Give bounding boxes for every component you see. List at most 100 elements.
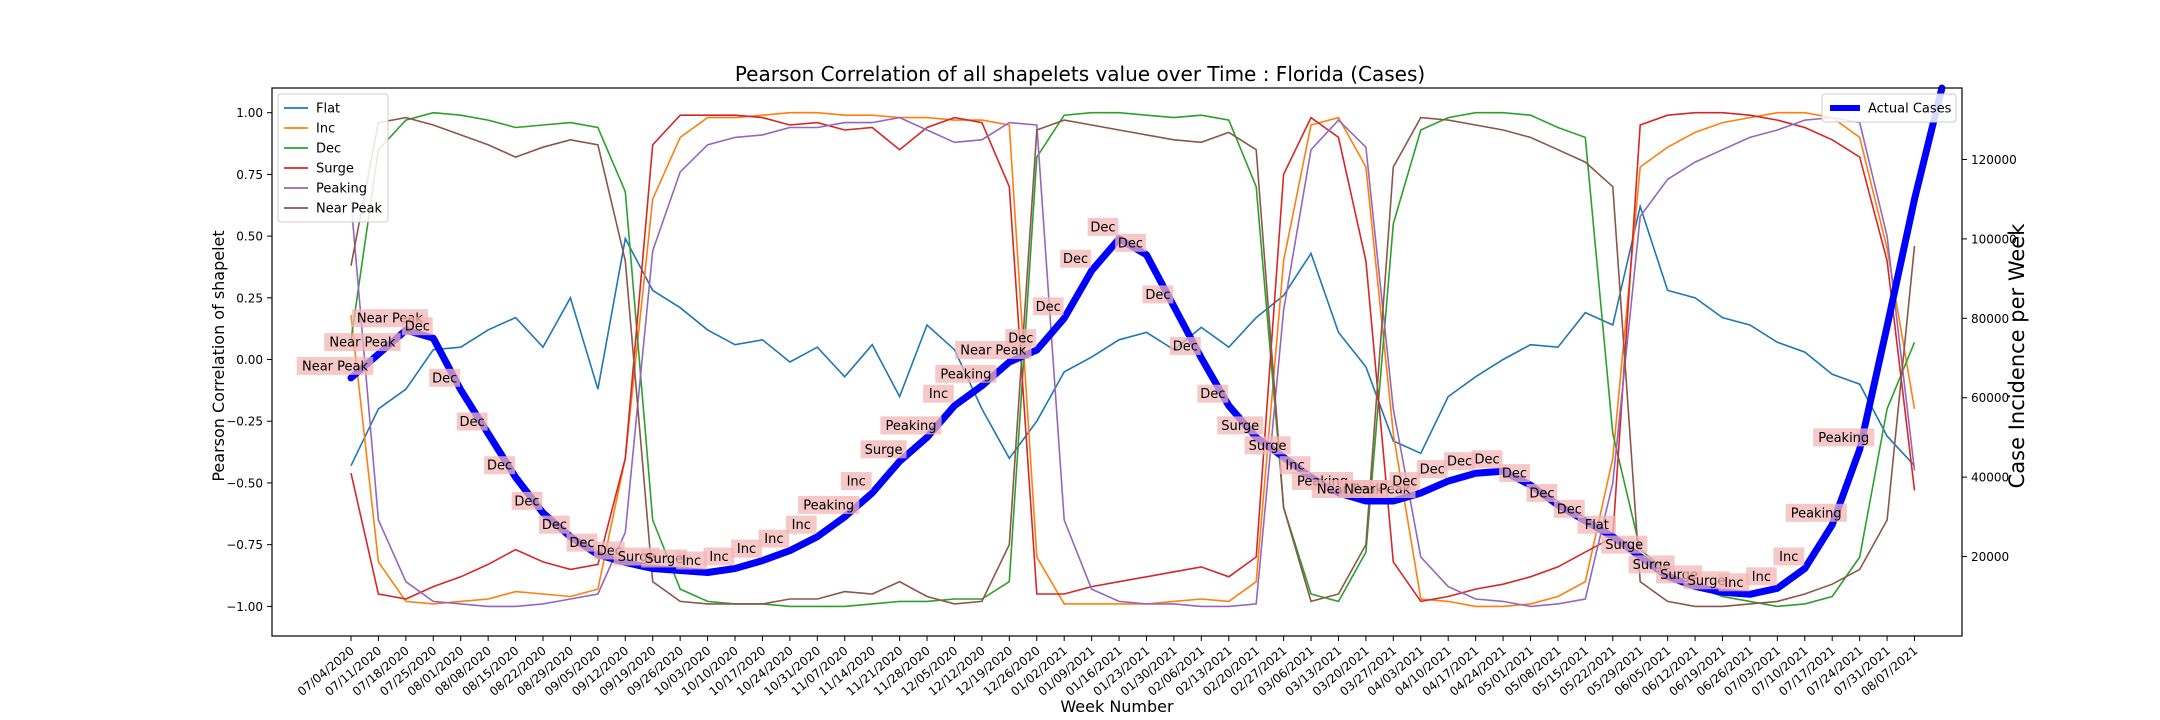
annotation-label: Dec bbox=[1475, 453, 1500, 468]
y-tick-label: −0.50 bbox=[226, 476, 263, 490]
annotation-box bbox=[1032, 297, 1064, 316]
annotation-box bbox=[1005, 329, 1037, 348]
annotation-label: Surge bbox=[1605, 538, 1643, 553]
annotation-box bbox=[1526, 484, 1558, 502]
y2-tick-label: 20000 bbox=[1971, 550, 2009, 564]
annotation-label: Dec bbox=[1447, 455, 1472, 470]
y-tick-label: 0.25 bbox=[236, 291, 263, 305]
annotation-box bbox=[1060, 249, 1091, 268]
annotation-label: Surge bbox=[865, 443, 903, 458]
annotation-label: Dec bbox=[1557, 502, 1582, 517]
y-axis-label: Pearson Correlation of shapelet bbox=[209, 230, 228, 481]
annotation-box bbox=[1197, 384, 1229, 403]
annotation-box bbox=[1553, 499, 1585, 518]
annotation-box bbox=[1444, 452, 1475, 471]
annotation-label: Dec bbox=[405, 320, 430, 335]
annotation-box bbox=[324, 333, 401, 352]
annotation-label: Peaking bbox=[940, 367, 991, 382]
annotation-box bbox=[539, 515, 570, 534]
annotation-label: Peaking bbox=[803, 498, 854, 513]
annotation-label: Surge bbox=[1688, 574, 1726, 589]
annotation-box bbox=[676, 551, 707, 570]
annotation-box bbox=[1115, 233, 1146, 252]
legend-label-flat: Flat bbox=[316, 102, 340, 117]
annotation-label: Inc bbox=[929, 387, 948, 402]
legend-label-peaking: Peaking bbox=[316, 182, 367, 197]
annotation-label: Dec bbox=[1392, 475, 1417, 490]
annotation-box bbox=[840, 472, 872, 490]
series-line-inc bbox=[350, 111, 1916, 608]
y-tick-label: −0.75 bbox=[226, 538, 263, 552]
legend-box-right bbox=[1821, 93, 1957, 123]
annotation-box bbox=[935, 364, 997, 383]
annotation-box bbox=[1217, 416, 1264, 435]
legend-label-surge: Surge bbox=[316, 162, 354, 177]
annotation-label: Dec bbox=[432, 371, 457, 386]
y-tick-label: 0.50 bbox=[236, 230, 263, 244]
legends-layer: Flat Inc Dec Surge Peaking Near Peak Actual Ca… bbox=[277, 93, 1957, 223]
annotation-label: Surge bbox=[1249, 439, 1287, 454]
annotation-box bbox=[1718, 573, 1750, 592]
annotation-label: Dec bbox=[514, 494, 539, 509]
annotation-label: Flat bbox=[1585, 518, 1609, 533]
annotation-label: Near Peak bbox=[329, 336, 396, 351]
annotation-box bbox=[798, 495, 860, 514]
annotation-label: Near Peak bbox=[302, 359, 369, 374]
annotation-box bbox=[1746, 567, 1777, 586]
y2-tick-label: 80000 bbox=[1971, 312, 2009, 326]
actual-cases-line bbox=[347, 84, 1946, 598]
annotation-box bbox=[1683, 571, 1730, 590]
series-line-near-peak bbox=[350, 116, 1916, 608]
annotation-box bbox=[296, 356, 374, 375]
annotation-label: Dec bbox=[1118, 236, 1143, 251]
y-tick-label: 0.75 bbox=[236, 168, 263, 182]
annotation-label: Dec bbox=[1200, 387, 1225, 402]
annotation-box bbox=[1785, 503, 1847, 522]
legend-label-actual-cases: Actual Cases bbox=[1868, 102, 1952, 117]
annotation-box bbox=[880, 416, 942, 435]
x-axis-label: Week Number bbox=[1060, 697, 1174, 716]
annotation-label: Dec bbox=[1036, 300, 1061, 315]
annotation-label: Surge bbox=[1221, 419, 1259, 434]
legend-label-near-peak: Near Peak bbox=[316, 202, 383, 217]
y2-tick-label: 100000 bbox=[1971, 232, 2017, 246]
y2-tick-label: 120000 bbox=[1971, 153, 2017, 167]
annotation-box bbox=[758, 529, 790, 548]
annotation-box bbox=[1601, 535, 1648, 554]
annotation-label: Peaking bbox=[886, 419, 937, 434]
chart-title: Pearson Correlation of all shapelets val… bbox=[735, 62, 1425, 86]
annotation-label: Inc bbox=[1779, 550, 1798, 565]
y2-axis-label: Case Incidence per Week bbox=[2005, 223, 2029, 489]
actual-cases-layer bbox=[347, 84, 1946, 598]
annotation-box bbox=[860, 440, 907, 459]
y-tick-label: 1.00 bbox=[236, 106, 263, 120]
annotation-box bbox=[1142, 285, 1174, 304]
y2-tick-label: 60000 bbox=[1971, 391, 2009, 405]
annotation-box bbox=[731, 539, 762, 558]
series-line-dec bbox=[350, 111, 1916, 608]
annotation-label: Dec bbox=[1502, 467, 1527, 482]
annotation-box bbox=[1279, 456, 1311, 475]
annotation-label: Dec bbox=[1145, 288, 1170, 303]
annotation-label: Peaking bbox=[1818, 431, 1869, 446]
annotation-box bbox=[1389, 472, 1421, 490]
annotation-box bbox=[484, 456, 515, 475]
annotation-box bbox=[785, 515, 817, 534]
y-tick-label: −0.25 bbox=[226, 415, 263, 429]
annotation-box bbox=[923, 384, 954, 403]
annotation-box bbox=[1577, 515, 1616, 534]
annotation-box bbox=[1471, 450, 1503, 469]
annotation-label: Inc bbox=[764, 532, 783, 547]
annotation-label: Peaking bbox=[1791, 506, 1842, 521]
annotation-label: Dec bbox=[569, 536, 594, 551]
annotation-box bbox=[641, 549, 688, 568]
annotation-box bbox=[401, 317, 433, 336]
annotation-box bbox=[1087, 217, 1119, 236]
annotation-box bbox=[456, 412, 488, 431]
annotation-box bbox=[429, 368, 461, 387]
annotation-label: Dec bbox=[1420, 463, 1445, 478]
annotation-label: Dec bbox=[1173, 340, 1198, 355]
annotation-label: Near Peak bbox=[960, 344, 1027, 359]
annotation-label: Dec bbox=[460, 415, 485, 430]
